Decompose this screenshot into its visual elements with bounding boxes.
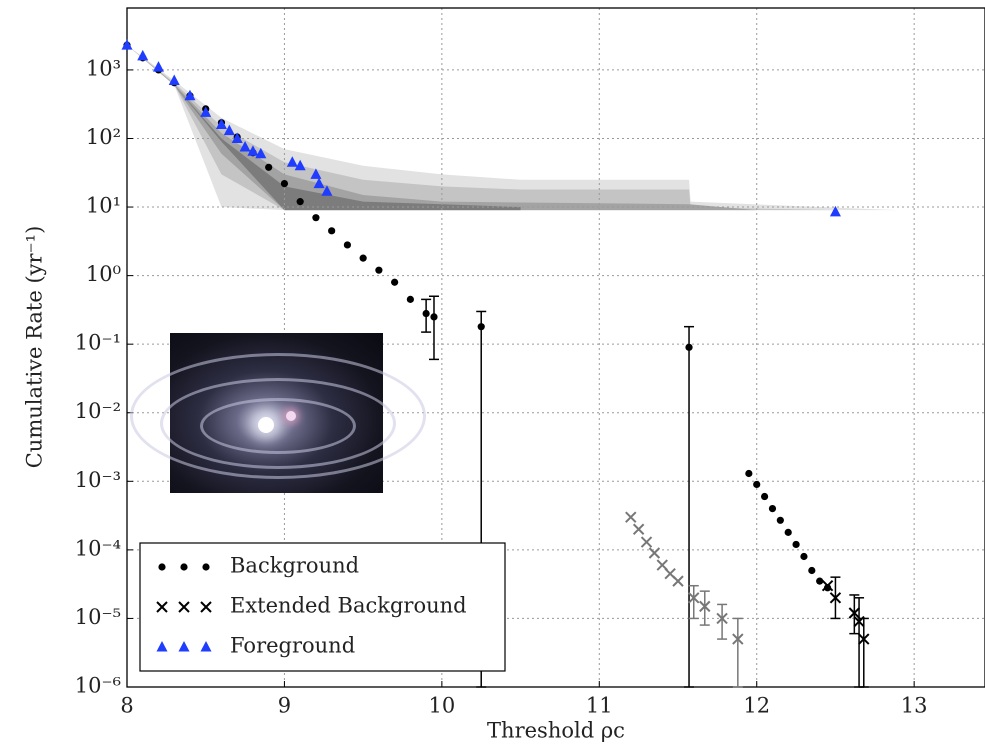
dot-marker (816, 577, 824, 585)
dot-marker (823, 584, 832, 592)
wave-ring (160, 378, 396, 469)
dot-marker (391, 278, 399, 286)
y-axis-label: Cumulative Rate (yr⁻¹) (23, 226, 47, 469)
y-tick-label: 10⁻³ (75, 468, 121, 492)
x-marker (648, 547, 661, 559)
dot-marker (328, 227, 336, 235)
confidence-band (174, 85, 521, 211)
x-marker (688, 592, 700, 604)
legend: Background Extended Background Foreground (139, 542, 506, 672)
dot-marker (784, 528, 792, 536)
y-tick-label: 10⁻⁶ (75, 674, 121, 698)
dot-marker (312, 214, 320, 222)
dot-marker (265, 163, 273, 171)
y-tick-label: 10² (86, 125, 121, 149)
triangle-marker (156, 641, 168, 652)
dot-marker (422, 309, 430, 318)
x-tick-label: 9 (278, 694, 291, 718)
dot-marker (745, 469, 753, 478)
dot-marker (760, 492, 769, 501)
triangle-marker (223, 124, 235, 136)
x-marker (672, 575, 684, 587)
wave-ring (130, 353, 426, 479)
x-marker (640, 536, 653, 548)
dot-marker (406, 295, 414, 303)
y-tick-label: 10⁻² (75, 399, 121, 423)
legend-label: Foreground (230, 634, 355, 658)
dot-marker (158, 563, 166, 571)
dot-marker (430, 313, 438, 321)
triangle-marker (255, 147, 267, 159)
confidence-band (127, 45, 899, 211)
y-tick-label: 10⁻⁴ (75, 536, 121, 560)
dot-marker (296, 198, 304, 206)
x-marker (732, 633, 744, 645)
dot-marker (776, 516, 784, 524)
triangle-marker (137, 49, 149, 61)
triangle-marker (168, 74, 180, 86)
triangle-marker (184, 89, 196, 101)
wave-ring (200, 398, 356, 454)
dot-marker (753, 480, 761, 489)
x-tick-label: 12 (743, 694, 770, 718)
triangle-marker (178, 641, 190, 652)
triangle-marker (200, 106, 212, 117)
triangle-marker (239, 141, 251, 152)
y-tick-label: 10⁻¹ (75, 331, 121, 355)
x-marker (200, 601, 212, 613)
inset-image (130, 333, 426, 493)
triangle-marker (313, 177, 325, 189)
triangle-marker (152, 61, 164, 72)
x-marker (716, 612, 728, 625)
x-marker (821, 580, 834, 592)
dot-marker (375, 266, 383, 274)
y-tick-label: 10⁻⁵ (75, 605, 121, 629)
x-marker (858, 633, 870, 645)
triangle-marker (829, 205, 841, 217)
dot-marker (685, 343, 693, 351)
y-tick-label: 10¹ (86, 194, 121, 218)
dot-marker (359, 254, 367, 262)
x-marker (848, 607, 861, 619)
triangle-marker (294, 159, 306, 171)
triangle-marker (286, 156, 298, 167)
x-marker (178, 601, 190, 613)
dot-marker (202, 563, 210, 571)
x-tick-label: 8 (120, 694, 133, 718)
x-tick-label: 10 (428, 694, 455, 718)
x-tick-label: 11 (586, 694, 613, 718)
plot-frame (126, 7, 985, 688)
y-tick-label: 10³ (86, 56, 121, 80)
star (286, 411, 296, 421)
triangle-marker (121, 39, 133, 50)
x-axis-label: Threshold ρc (487, 719, 625, 743)
dot-marker (800, 552, 808, 561)
triangle-marker (321, 185, 333, 196)
dot-marker (792, 540, 800, 549)
triangle-marker (247, 145, 259, 156)
y-tick-label: 10⁰ (86, 262, 121, 286)
x-marker (156, 601, 168, 613)
x-marker (699, 600, 711, 613)
legend-box (139, 542, 506, 672)
x-marker (829, 592, 842, 604)
dot-marker (343, 241, 352, 249)
x-tick-label: 13 (901, 694, 928, 718)
triangle-marker (200, 641, 212, 652)
x-marker (632, 523, 645, 535)
legend-label: Background (230, 554, 359, 578)
dot-marker (477, 323, 485, 331)
triangle-marker (231, 132, 243, 143)
dot-marker (768, 504, 777, 513)
legend-label: Extended Background (230, 594, 467, 618)
star (258, 417, 274, 433)
x-marker (625, 511, 637, 523)
dot-marker (280, 179, 289, 188)
triangle-marker (310, 168, 322, 179)
dot-marker (808, 566, 816, 575)
triangle-marker (215, 118, 227, 129)
dot-marker (180, 563, 188, 571)
